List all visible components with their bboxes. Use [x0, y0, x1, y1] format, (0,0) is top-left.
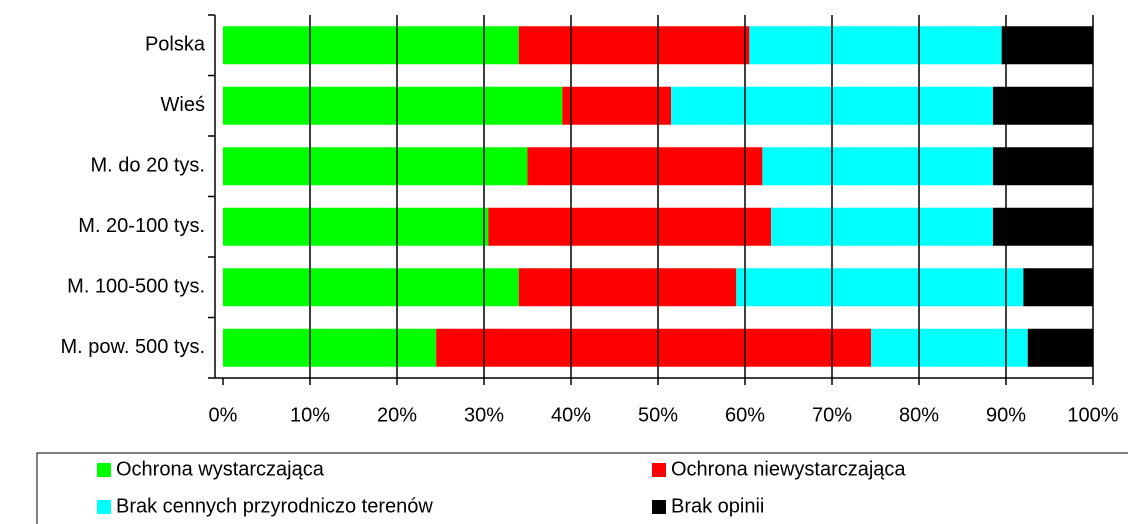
y-tick-label: M. 100-500 tys.	[67, 276, 205, 298]
legend-label: Ochrona wystarczająca	[116, 458, 325, 480]
bar-segment	[223, 147, 528, 186]
x-tick-label: 60%	[725, 404, 765, 426]
bar-segment	[871, 328, 1028, 367]
bar-segment	[488, 207, 772, 246]
x-tick-label: 70%	[812, 404, 852, 426]
legend-swatch	[652, 463, 666, 477]
bar-segment	[518, 268, 737, 307]
x-tick-label: 50%	[638, 404, 678, 426]
bar-segment	[223, 207, 489, 246]
bar-segment	[992, 86, 1093, 125]
x-tick-label: 90%	[986, 404, 1026, 426]
bar-segment	[518, 26, 750, 65]
legend-swatch	[97, 463, 111, 477]
legend-box	[36, 452, 1128, 524]
bar-segment	[992, 207, 1093, 246]
bar-segment	[736, 268, 1024, 307]
bar-segment	[1001, 26, 1093, 65]
legend-label: Brak opinii	[671, 495, 764, 517]
bar-segment	[762, 147, 993, 186]
bar-segment	[771, 207, 993, 246]
legend-label: Brak cennych przyrodniczo terenów	[116, 495, 433, 517]
x-tick-label: 100%	[1067, 404, 1118, 426]
y-tick-label: Wieś	[161, 94, 205, 116]
legend-label: Ochrona niewystarczająca	[671, 458, 906, 480]
y-tick-label: Polska	[145, 34, 206, 56]
bar-segment	[223, 328, 437, 367]
legend-swatch	[652, 500, 666, 514]
y-tick-label: M. do 20 tys.	[91, 155, 206, 177]
bar-segment	[992, 147, 1093, 186]
bar-segment	[436, 328, 872, 367]
bar-segment	[562, 86, 672, 125]
x-tick-label: 10%	[290, 404, 330, 426]
bar-segment	[1023, 268, 1093, 307]
x-tick-label: 80%	[899, 404, 939, 426]
x-tick-label: 40%	[551, 404, 591, 426]
x-tick-label: 0%	[209, 404, 238, 426]
bar-segment	[223, 268, 519, 307]
y-tick-label: M. 20-100 tys.	[78, 215, 205, 237]
x-tick-label: 20%	[377, 404, 417, 426]
bar-segment	[1027, 328, 1093, 367]
bar-segment	[749, 26, 1002, 65]
bar-segment	[223, 86, 563, 125]
bar-segment	[223, 26, 519, 65]
bar-segment	[527, 147, 763, 186]
y-tick-label: M. pow. 500 tys.	[60, 336, 205, 358]
x-tick-label: 30%	[464, 404, 504, 426]
legend-swatch	[97, 500, 111, 514]
